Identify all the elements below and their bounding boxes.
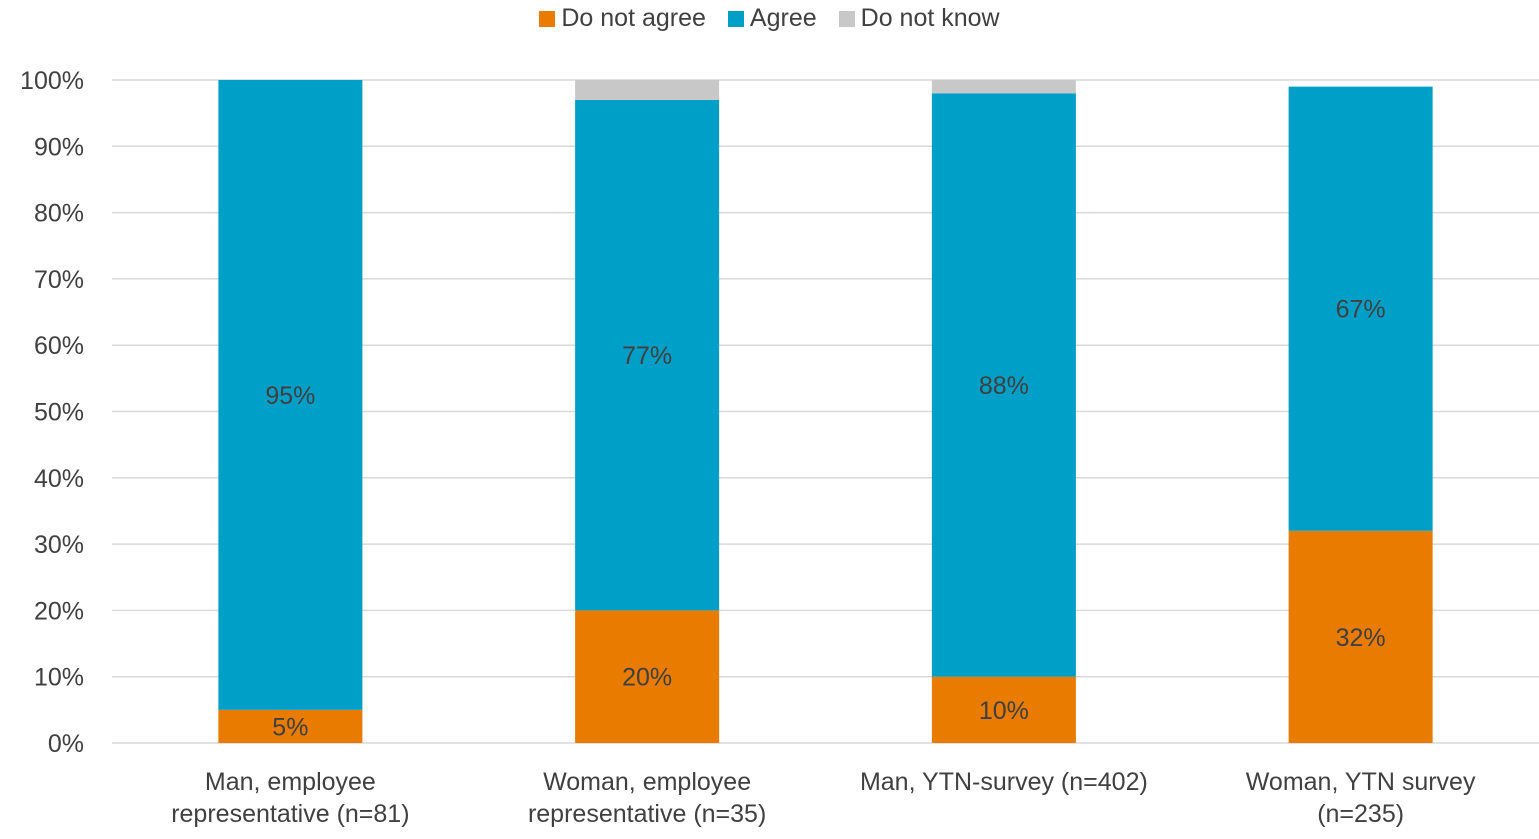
y-tick-label: 60%: [34, 332, 84, 360]
y-tick-label: 80%: [34, 200, 84, 228]
bar-segment-do-not-agree: [1288, 530, 1433, 743]
legend-swatch: [838, 10, 855, 27]
x-category-label-line: representative (n=35): [527, 800, 767, 828]
y-tick-label: 90%: [34, 133, 84, 161]
bar-segment-agree: [575, 99, 720, 611]
x-category-label-line: representative (n=81): [171, 800, 410, 828]
y-tick-label: 50%: [34, 399, 84, 427]
x-category-label: Man, YTN-survey (n=402): [844, 766, 1164, 798]
x-category-label-line: Woman, YTN survey: [1245, 768, 1476, 796]
bar-segment-do-not-know: [931, 80, 1076, 94]
bar-segment-do-not-agree: [931, 676, 1076, 743]
y-tick-label: 10%: [34, 664, 84, 692]
x-category-label: Man, employee representative (n=81): [130, 766, 450, 830]
chart-legend: Do not agree Agree Do not know: [0, 4, 1539, 33]
x-category-label: Woman, YTN survey (n=235): [1201, 766, 1521, 830]
legend-item: Agree: [727, 4, 817, 33]
legend-label: Do not agree: [561, 4, 706, 32]
x-category-label-line: (n=235): [1317, 800, 1405, 828]
data-label: 67%: [1336, 296, 1386, 324]
data-label: 95%: [265, 382, 315, 410]
y-tick-label: 30%: [34, 531, 84, 559]
y-tick-label: 40%: [34, 465, 84, 493]
data-label: 32%: [1336, 624, 1386, 652]
x-category-label-line: Man, employee: [204, 768, 376, 796]
data-label: 77%: [622, 342, 672, 370]
x-category-label-line: Man, YTN-survey (n=402): [859, 768, 1148, 796]
y-tick-label: 70%: [34, 266, 84, 294]
y-tick-label: 0%: [48, 730, 84, 758]
legend-item: Do not agree: [539, 4, 706, 33]
bar-segment-do-not-know: [575, 80, 720, 100]
data-label: 10%: [979, 697, 1029, 725]
data-label: 20%: [622, 664, 672, 692]
bar-segment-do-not-agree: [218, 709, 363, 743]
bar-segment-agree: [931, 93, 1076, 677]
legend-label: Agree: [749, 4, 817, 32]
x-category-label: Woman, employee representative (n=35): [487, 766, 807, 830]
bar-segment-agree: [1288, 86, 1433, 531]
bar-segment-agree: [218, 80, 363, 710]
y-tick-label: 20%: [34, 597, 84, 625]
data-label: 88%: [979, 372, 1029, 400]
legend-swatch: [539, 10, 556, 27]
y-tick-label: 100%: [20, 67, 84, 95]
x-category-label-line: Woman, employee: [543, 768, 752, 796]
legend-label: Do not know: [860, 4, 1000, 32]
legend-swatch: [727, 10, 744, 27]
legend-item: Do not know: [838, 4, 1000, 33]
data-label: 5%: [272, 713, 308, 741]
bar-segment-do-not-agree: [575, 610, 720, 743]
